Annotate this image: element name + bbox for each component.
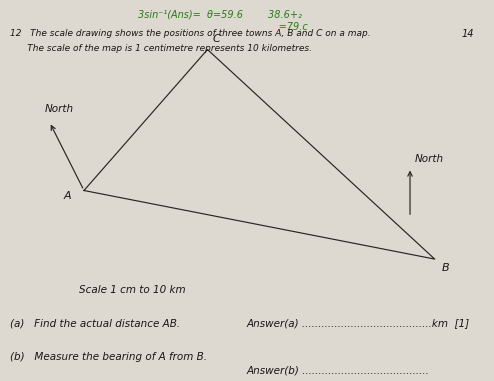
Text: A: A: [64, 191, 72, 201]
Text: North: North: [44, 104, 74, 114]
Text: Answer(b) .......................................: Answer(b) ..............................…: [247, 366, 430, 376]
Text: (a)   Find the actual distance AB.: (a) Find the actual distance AB.: [10, 318, 180, 328]
Text: B: B: [442, 263, 450, 273]
Text: 3sin⁻¹(Ans)=  θ=59.6        38.6+₂: 3sin⁻¹(Ans)= θ=59.6 38.6+₂: [138, 9, 302, 19]
Text: 14: 14: [462, 29, 474, 39]
Text: 12   The scale drawing shows the positions of three towns A, B and C on a map.: 12 The scale drawing shows the positions…: [10, 29, 370, 38]
Text: Scale 1 cm to 10 km: Scale 1 cm to 10 km: [79, 285, 186, 295]
Text: Answer(a) ........................................km  [1]: Answer(a) ..............................…: [247, 318, 470, 328]
Text: =79.c: =79.c: [138, 22, 308, 32]
Text: The scale of the map is 1 centimetre represents 10 kilometres.: The scale of the map is 1 centimetre rep…: [10, 44, 312, 53]
Text: North: North: [415, 154, 444, 164]
Text: (b)   Measure the bearing of A from B.: (b) Measure the bearing of A from B.: [10, 352, 207, 362]
Text: C: C: [212, 34, 220, 44]
